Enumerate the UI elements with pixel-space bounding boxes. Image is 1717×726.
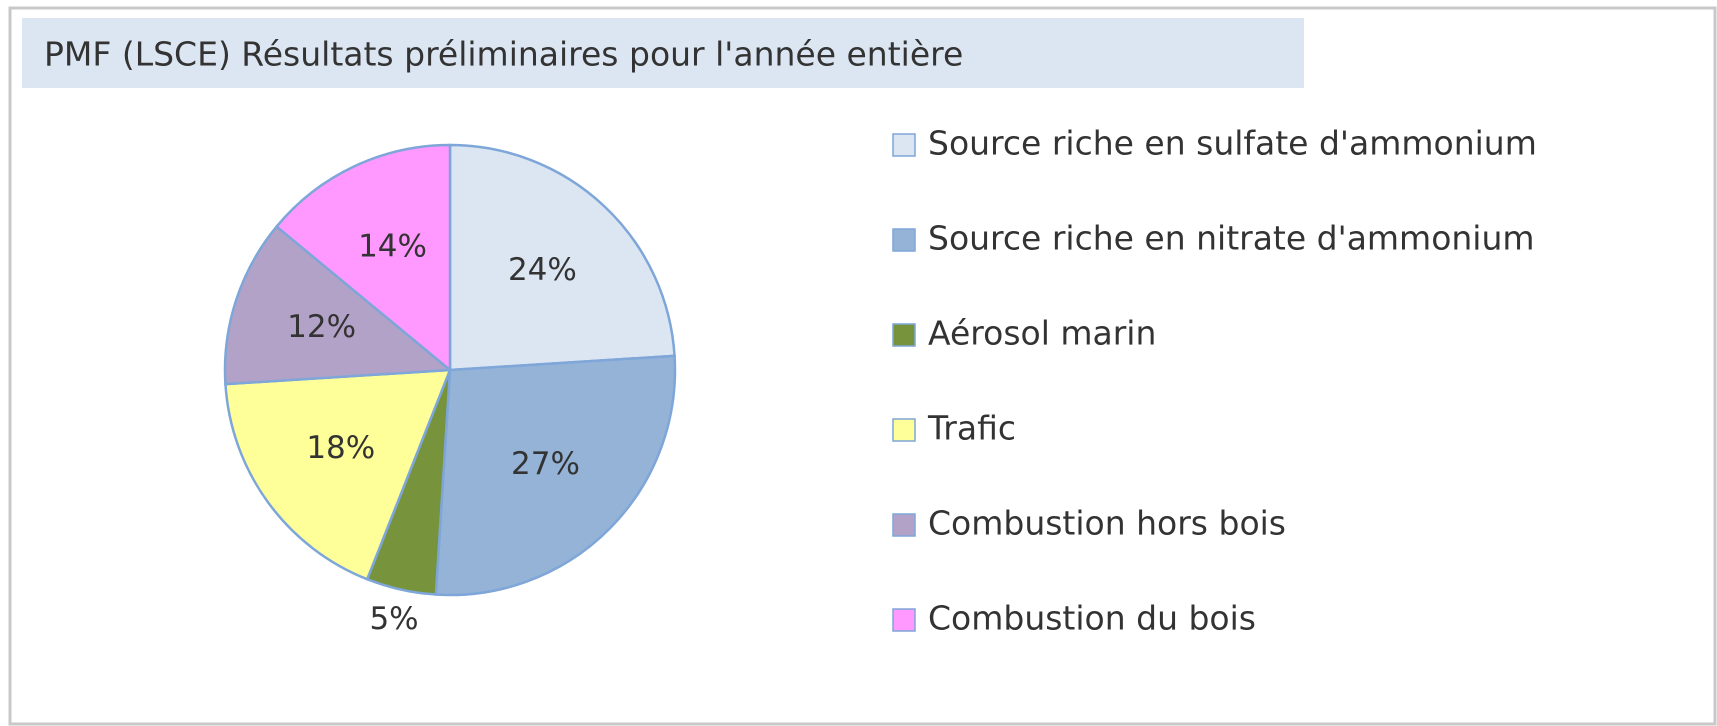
legend-swatch <box>892 608 916 632</box>
legend-label: Aérosol marin <box>928 314 1156 353</box>
data-label: 14% <box>358 228 427 264</box>
pie-slice <box>448 143 676 372</box>
legend-label: Combustion du bois <box>928 599 1256 638</box>
legend-label: Combustion hors bois <box>928 504 1286 543</box>
chart-title: PMF (LSCE) Résultats préliminaires pour … <box>44 35 963 74</box>
legend-label: Source riche en nitrate d'ammonium <box>928 219 1535 258</box>
data-label: 5% <box>369 601 418 637</box>
pie-slice <box>224 368 452 581</box>
data-label: 24% <box>508 252 577 288</box>
pie-slice <box>223 224 454 386</box>
legend-swatch <box>892 513 916 537</box>
data-label: 12% <box>287 309 356 345</box>
title-box <box>22 18 1304 88</box>
pie-slice <box>434 354 677 597</box>
legend-swatch <box>892 418 916 442</box>
legend-swatch <box>892 133 916 157</box>
legend-label: Source riche en sulfate d'ammonium <box>928 124 1537 163</box>
legend-label: Trafic <box>927 409 1016 448</box>
pie-slice <box>274 143 452 373</box>
data-label: 18% <box>306 430 375 466</box>
legend-swatch <box>892 323 916 347</box>
legend-swatch <box>892 228 916 252</box>
data-label: 27% <box>511 446 580 482</box>
